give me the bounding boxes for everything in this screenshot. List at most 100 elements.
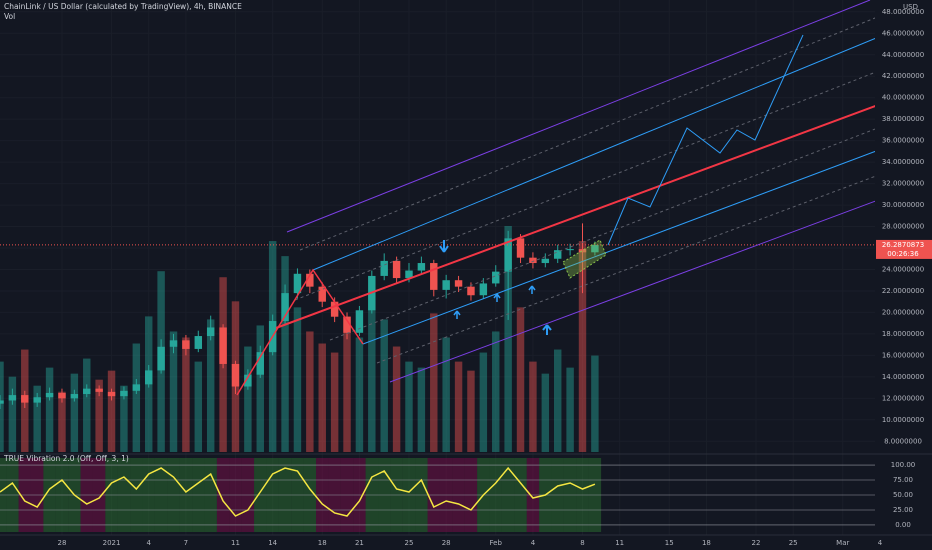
- candle-body: [392, 260, 401, 279]
- countdown: 00:26:36: [887, 250, 919, 258]
- candle-body: [21, 395, 29, 403]
- x-tick-label: 14: [268, 539, 277, 547]
- arrow-marker: [528, 285, 536, 294]
- volume-bar: [194, 361, 203, 452]
- candle-body: [120, 390, 128, 397]
- candle-body: [0, 400, 4, 404]
- volume-bar: [479, 352, 488, 452]
- volume-bar: [380, 319, 388, 452]
- oscillator-layer: [0, 458, 875, 532]
- candle-body: [355, 310, 364, 333]
- y-tick-label: 46.0000000: [882, 29, 924, 37]
- candle-body: [430, 263, 438, 290]
- candle-body: [182, 340, 190, 349]
- candle-body: [306, 273, 314, 287]
- pitchfork: [236, 0, 932, 396]
- y-tick-label: 36.0000000: [882, 137, 924, 145]
- candle-body: [8, 395, 17, 401]
- volume-bar: [132, 343, 141, 452]
- volume-bar: [306, 331, 314, 452]
- candle-body: [194, 336, 203, 349]
- volume-bar: [281, 256, 289, 452]
- volume-bar: [182, 337, 190, 452]
- volume-bar: [206, 319, 215, 452]
- chart-title: ChainLink / US Dollar (calculated by Tra…: [4, 2, 242, 11]
- volume-bar: [405, 361, 413, 452]
- x-tick-label: 11: [231, 539, 240, 547]
- candle-body: [479, 283, 488, 296]
- arrow-marker: [542, 324, 552, 335]
- candle-body: [417, 263, 426, 271]
- volume-bar: [553, 349, 562, 452]
- volume-label: Vol: [4, 12, 15, 21]
- x-tick-label: 22: [752, 539, 761, 547]
- y-tick-label: 38.0000000: [882, 115, 924, 123]
- volume-bar: [8, 376, 17, 452]
- pitchfork-handle: [236, 268, 364, 396]
- candle-body: [281, 293, 289, 322]
- candle-body: [219, 327, 227, 364]
- candle-body: [83, 388, 91, 395]
- candle-body: [293, 273, 302, 294]
- pitchfork-median: [275, 84, 932, 329]
- volume-bar: [430, 313, 438, 452]
- volume-bar: [293, 307, 302, 452]
- grid-layer: [0, 0, 880, 535]
- candle-body: [169, 340, 178, 347]
- candle-body: [343, 316, 351, 333]
- volume-bar: [318, 343, 326, 452]
- y-tick-label: 14.0000000: [882, 373, 924, 381]
- pitchfork-lower: [362, 129, 932, 345]
- y-tick-label: 24.0000000: [882, 265, 924, 273]
- volume-bar: [33, 385, 41, 452]
- volume-bar: [529, 361, 537, 452]
- volume-bar: [442, 337, 450, 452]
- y-tick-label: 10.0000000: [882, 416, 924, 424]
- volume-bar: [355, 337, 364, 452]
- y-tick-label: 30.0000000: [882, 201, 924, 209]
- x-tick-label: 25: [405, 539, 414, 547]
- candle-body: [256, 352, 264, 375]
- volume-bar: [343, 316, 351, 452]
- volume-bar: [45, 367, 54, 452]
- volume-bar: [58, 391, 66, 452]
- y-tick-label: 32.0000000: [882, 180, 924, 188]
- arrow-marker: [439, 240, 449, 253]
- volume-bar: [504, 226, 512, 452]
- y-tick-label: 22.0000000: [882, 287, 924, 295]
- candle-body: [231, 363, 240, 387]
- currency: USD: [903, 3, 918, 11]
- volume-bar: [591, 355, 599, 452]
- volume-bar: [95, 379, 103, 452]
- pitchfork-upper: [312, 14, 932, 271]
- volume-bar: [368, 295, 376, 452]
- x-tick-label: 15: [665, 539, 674, 547]
- candle-body: [454, 280, 463, 287]
- candle-body: [330, 301, 339, 317]
- last-price-tag: [876, 239, 932, 259]
- candle-body: [553, 250, 562, 259]
- volume-bar: [392, 346, 401, 452]
- candle-body: [145, 370, 153, 385]
- pitchfork-dash: [376, 154, 932, 364]
- arrow-marker: [493, 293, 501, 302]
- candle-body: [318, 286, 326, 302]
- candle-body: [157, 346, 165, 371]
- y-tick-label: 48.0000000: [882, 8, 924, 16]
- candle-body: [58, 392, 66, 399]
- y-tick-label: 34.0000000: [882, 158, 924, 166]
- y-tick-label: 18.0000000: [882, 330, 924, 338]
- candle-body: [95, 388, 103, 392]
- volume-bar: [492, 331, 500, 452]
- x-tick-label: 18: [702, 539, 711, 547]
- candle-body: [578, 249, 587, 253]
- projection-box: [562, 239, 607, 279]
- y-tick-label: 8.0000000: [884, 437, 922, 445]
- candle-body: [566, 249, 574, 251]
- candle-body: [467, 286, 475, 296]
- volume-bar: [516, 307, 525, 452]
- candle-body: [504, 238, 512, 272]
- volume-bar: [578, 241, 587, 452]
- last-price: 26.2870873: [882, 241, 924, 249]
